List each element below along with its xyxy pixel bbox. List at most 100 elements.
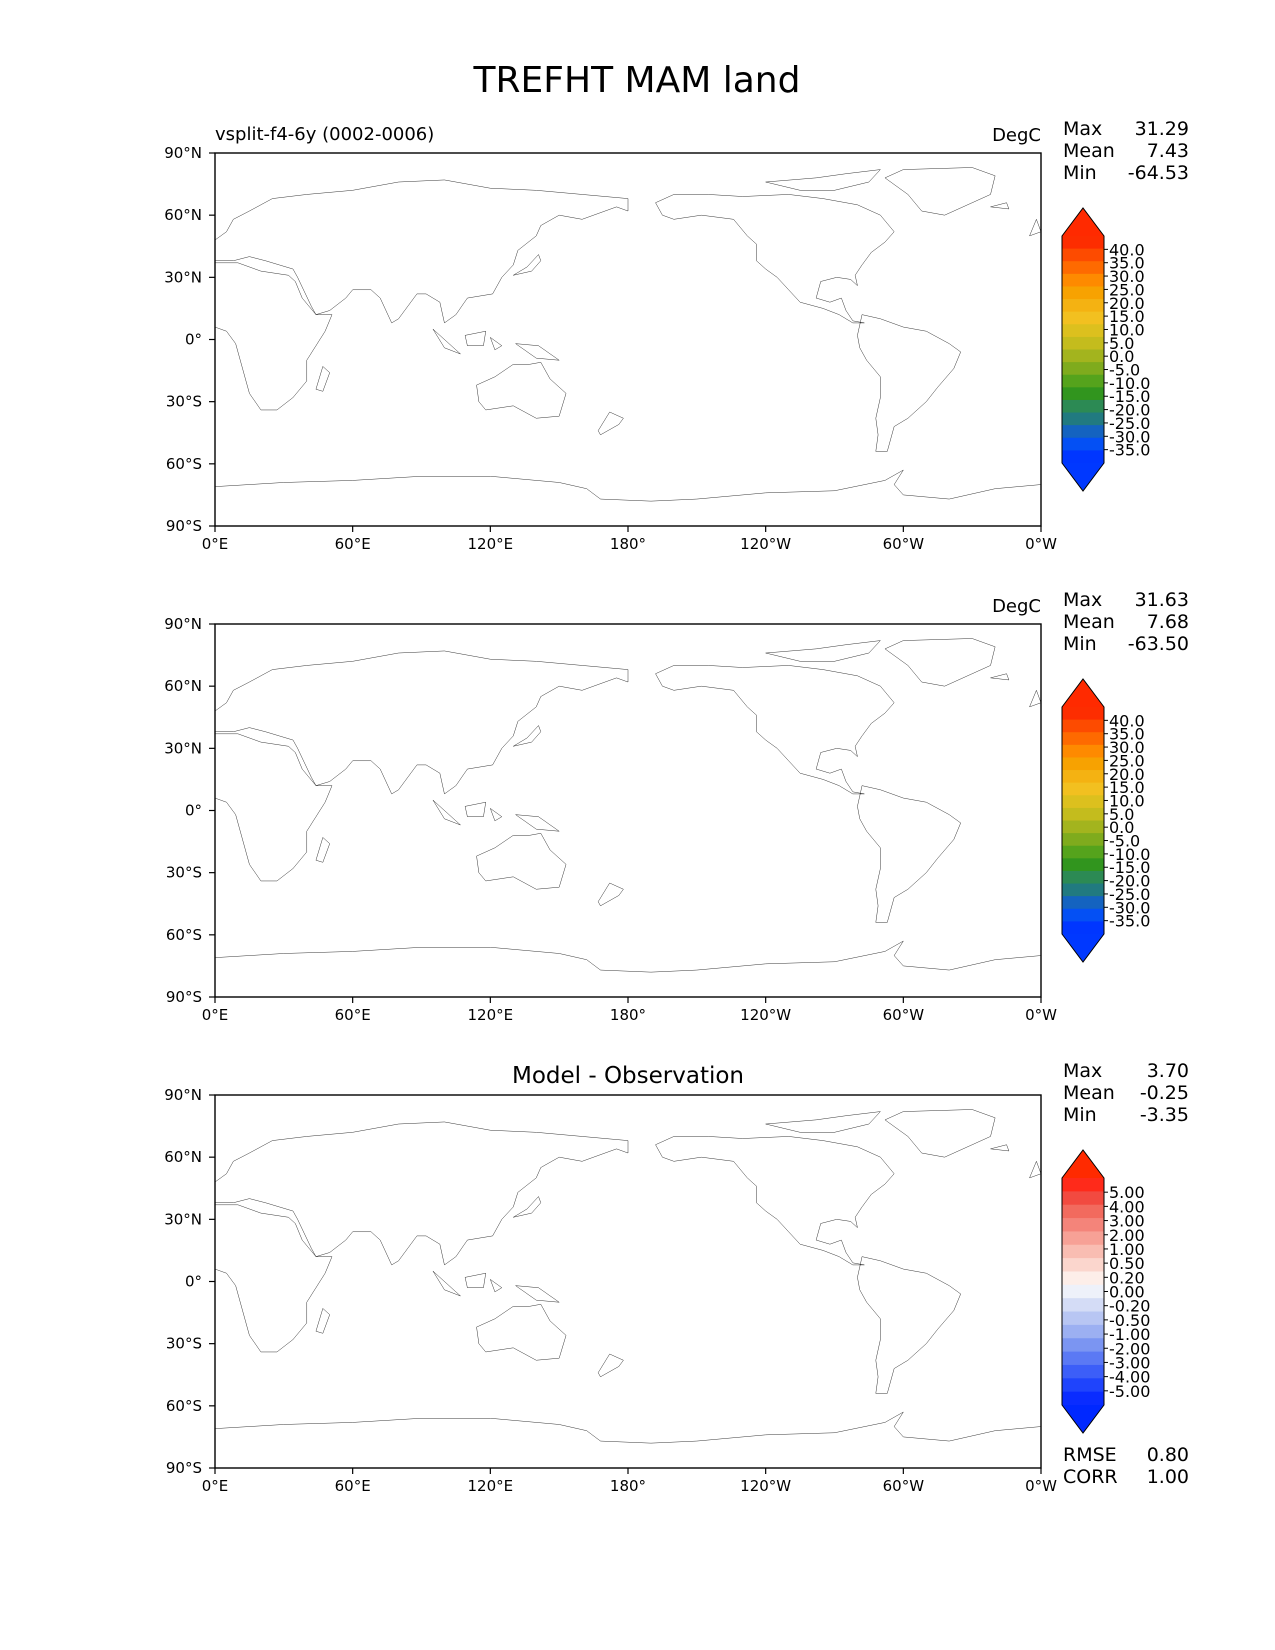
- lat-tick-label: 30°S: [166, 1335, 202, 1353]
- panel-test: 0°E 60°E 120°E 180° 120°W 60°W 0°W 90°N 60°N 30°N…: [164, 118, 1189, 553]
- stat-label-mean: Mean: [1063, 140, 1115, 162]
- colorbar-extend-top: [1062, 679, 1104, 707]
- stat-value-min: -64.53: [1128, 162, 1189, 184]
- stat-label-max: Max: [1063, 589, 1102, 611]
- lon-tick-label: 60°E: [335, 1477, 371, 1495]
- lat-tick-label: 90°N: [164, 615, 202, 633]
- colorbar-segment: [1062, 299, 1104, 313]
- lon-tick-label: 0°E: [202, 1006, 229, 1024]
- colorbar-segment: [1062, 412, 1104, 426]
- stat-value-min: -63.50: [1128, 633, 1189, 655]
- colorbar-label: -3.00: [1109, 1353, 1150, 1372]
- colorbar-label: 2.00: [1109, 1226, 1145, 1245]
- stat-value-mean: 7.43: [1147, 140, 1189, 162]
- stat-label-min: Min: [1063, 162, 1097, 184]
- colorbar-extend-bottom: [1062, 1405, 1104, 1433]
- colorbar-label: -1.00: [1109, 1325, 1150, 1344]
- colorbar-label: -5.0: [1109, 832, 1140, 851]
- lat-tick-label: 60°S: [166, 455, 202, 473]
- colorbar-segment: [1062, 1178, 1104, 1192]
- colorbar-segment: [1062, 795, 1104, 809]
- colorbar-segment: [1062, 770, 1104, 784]
- lon-tick-label: 60°E: [335, 535, 371, 553]
- stat-value-max: 3.70: [1147, 1060, 1189, 1082]
- colorbar-label: 3.00: [1109, 1212, 1145, 1231]
- colorbar-label: -5.0: [1109, 361, 1140, 380]
- colorbar: 40.035.030.025.020.015.010.05.00.0-5.0-1…: [1061, 678, 1150, 963]
- lat-tick-label: 60°S: [166, 1397, 202, 1415]
- colorbar-extend-top: [1062, 1150, 1104, 1178]
- colorbar-segment: [1062, 248, 1104, 262]
- colorbar-label: 0.50: [1109, 1254, 1145, 1273]
- colorbar-segment: [1062, 732, 1104, 746]
- stat-label-mean: Mean: [1063, 611, 1115, 633]
- colorbar-label: 40.0: [1109, 240, 1145, 259]
- colorbar-segment: [1062, 883, 1104, 897]
- colorbar-segment: [1062, 1191, 1104, 1206]
- lat-tick-label: 0°: [185, 331, 202, 349]
- colorbar-segment: [1062, 921, 1104, 935]
- lat-tick-label: 90°S: [166, 988, 202, 1006]
- map-area: [215, 624, 1041, 997]
- colorbar-label: -5.00: [1109, 1382, 1150, 1401]
- stat-label-min: Min: [1063, 633, 1097, 655]
- colorbar-segment: [1062, 707, 1104, 721]
- lon-tick-label: 120°E: [468, 1477, 514, 1495]
- lat-tick-label: 30°N: [164, 739, 202, 757]
- lon-tick-label: 0°W: [1025, 1006, 1057, 1024]
- lat-tick-label: 60°S: [166, 926, 202, 944]
- lat-tick-label: 30°N: [164, 1210, 202, 1228]
- lat-tick-label: 30°S: [166, 864, 202, 882]
- lon-tick-label: 180°: [610, 1477, 646, 1495]
- colorbar-label: -2.00: [1109, 1339, 1150, 1358]
- colorbar-segment: [1062, 1204, 1104, 1219]
- colorbar-label: 0.00: [1109, 1283, 1145, 1302]
- colorbar-segment: [1062, 896, 1104, 910]
- stat-label-mean: Mean: [1063, 1082, 1115, 1104]
- colorbar-label: -10.0: [1109, 845, 1150, 864]
- units-label: DegC: [992, 125, 1041, 146]
- lon-tick-label: 120°E: [468, 535, 514, 553]
- colorbar: 40.035.030.025.020.015.010.05.00.0-5.0-1…: [1061, 207, 1150, 492]
- colorbar-label: -25.0: [1109, 414, 1150, 433]
- panel-reference: 0°E 60°E 120°E 180° 120°W 60°W 0°W 90°N 60°N 30°N…: [164, 589, 1189, 1024]
- panel-center-title: Model - Observation: [512, 1063, 744, 1089]
- colorbar-label: 15.0: [1109, 778, 1145, 797]
- lat-tick-label: 60°N: [164, 206, 202, 224]
- colorbar-segment: [1062, 820, 1104, 834]
- colorbar-label: -25.0: [1109, 885, 1150, 904]
- colorbar-segment: [1062, 387, 1104, 401]
- lat-tick-label: 0°: [185, 802, 202, 820]
- colorbar-label: -35.0: [1109, 912, 1150, 931]
- extra-stat-value-rmse: 0.80: [1147, 1444, 1189, 1466]
- colorbar-outline: [1061, 678, 1105, 963]
- colorbar-label: -20.0: [1109, 401, 1150, 420]
- colorbar-extend-bottom: [1062, 463, 1104, 491]
- colorbar-segment: [1062, 349, 1104, 363]
- stat-label-min: Min: [1063, 1104, 1097, 1126]
- panel-diff: 0°E 60°E 120°E 180° 120°W 60°W 0°W 90°N 60°N 30°N…: [164, 1060, 1189, 1495]
- colorbar-segment: [1062, 311, 1104, 325]
- stat-value-max: 31.29: [1135, 118, 1189, 140]
- colorbar-extend-bottom: [1062, 934, 1104, 962]
- colorbar-segment: [1062, 1258, 1104, 1273]
- lon-tick-label: 0°W: [1025, 1477, 1057, 1495]
- stat-label-max: Max: [1063, 118, 1102, 140]
- colorbar: 5.004.003.002.001.000.500.200.00-0.20-0.…: [1061, 1149, 1150, 1434]
- lat-tick-label: 30°N: [164, 268, 202, 286]
- lat-tick-label: 0°: [185, 1273, 202, 1291]
- colorbar-segment: [1062, 450, 1104, 464]
- lon-tick-label: 0°E: [202, 535, 229, 553]
- colorbar-segment: [1062, 833, 1104, 847]
- colorbar-segment: [1062, 1364, 1104, 1379]
- colorbar-segment: [1062, 273, 1104, 288]
- lon-tick-label: 120°W: [740, 1477, 791, 1495]
- colorbar-label: -15.0: [1109, 387, 1150, 406]
- colorbar-label: 40.0: [1109, 711, 1145, 730]
- colorbar-segment: [1062, 1218, 1104, 1233]
- colorbar-segment: [1062, 1244, 1104, 1259]
- colorbar-segment: [1062, 336, 1104, 351]
- stat-value-min: -3.35: [1140, 1104, 1189, 1126]
- lat-tick-label: 60°N: [164, 1148, 202, 1166]
- figure-title: TREFHT MAM land: [473, 60, 801, 101]
